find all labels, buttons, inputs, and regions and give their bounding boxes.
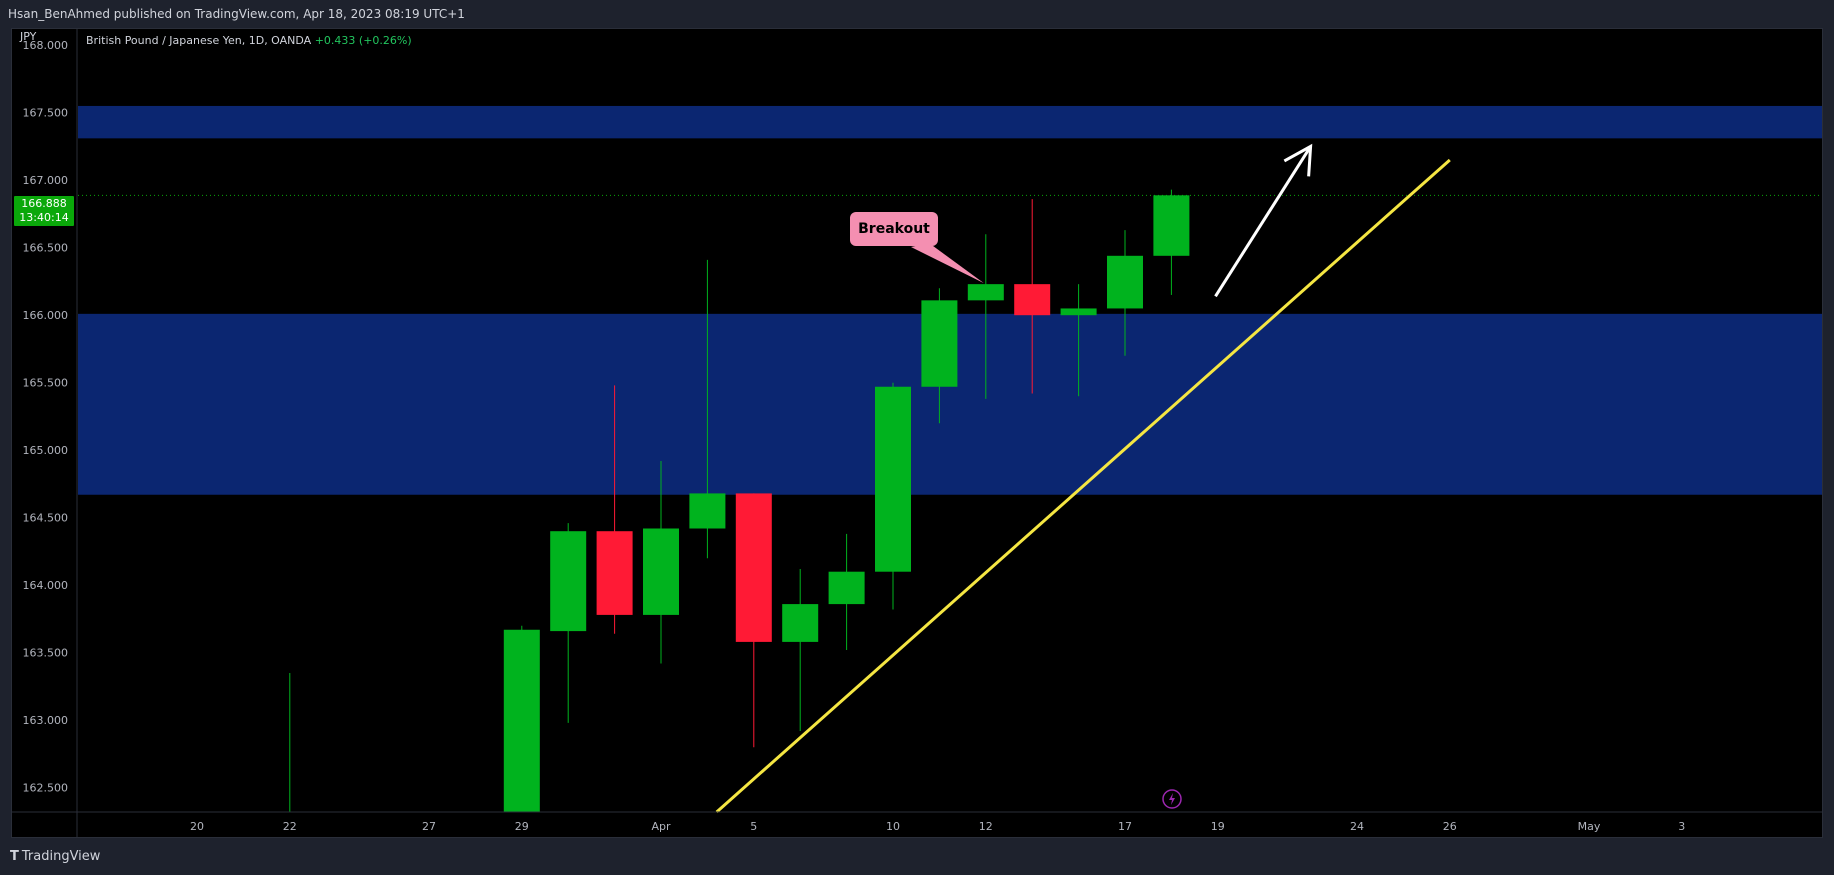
- drawings-layer: [715, 143, 1451, 814]
- publish-info: Hsan_BenAhmed published on TradingView.c…: [8, 7, 465, 21]
- x-tick-label: Apr: [651, 820, 671, 833]
- current-price-badge: 166.888 13:40:14: [14, 196, 74, 226]
- tradingview-brand: TradingView: [21, 849, 101, 864]
- y-axis: 168.000 167.500 167.000 166.500 166.000 165.5…: [23, 39, 69, 795]
- x-tick-label: 29: [515, 820, 529, 833]
- y-tick-label: 165.500: [23, 377, 69, 390]
- x-tick-label: 17: [1118, 820, 1132, 833]
- currency-label: JPY: [20, 30, 37, 43]
- candle-body: [1014, 284, 1051, 316]
- candle-body: [503, 629, 540, 812]
- footer: 𝗧 TradingView: [0, 838, 1834, 875]
- arrow-shaft: [1214, 145, 1312, 298]
- candle-body: [782, 604, 819, 642]
- candle-body: [875, 386, 911, 572]
- x-tick-label: 20: [190, 820, 204, 833]
- y-tick-label: 166.500: [23, 242, 69, 255]
- candle-body: [643, 528, 679, 615]
- y-tick-label: 165.000: [23, 444, 69, 457]
- breakout-callout[interactable]: Breakout: [850, 212, 938, 246]
- y-tick-label: 164.000: [23, 579, 69, 592]
- y-tick-label: 166.000: [23, 309, 69, 322]
- candle-body: [1060, 308, 1097, 316]
- candle: [643, 461, 679, 664]
- y-tick-label: 163.000: [23, 714, 69, 727]
- bar-countdown: 13:40:14: [19, 211, 69, 224]
- zones-layer: [78, 105, 1822, 495]
- zone-0: [78, 105, 1822, 139]
- candle-body: [689, 493, 726, 529]
- trendline: [715, 158, 1451, 814]
- y-tick-label: 163.500: [23, 647, 69, 660]
- callout-pointer: [911, 243, 984, 284]
- y-tick-label: 167.000: [23, 174, 69, 187]
- candle-body: [1107, 255, 1143, 309]
- x-tick-label: 12: [979, 820, 993, 833]
- candle: [550, 523, 587, 723]
- candle: [967, 234, 1004, 399]
- candle-body: [921, 300, 958, 387]
- candle: [1153, 189, 1190, 295]
- y-tick-label: 167.500: [23, 107, 69, 120]
- x-tick-label: 5: [750, 820, 757, 833]
- candle: [503, 625, 540, 812]
- candle: [875, 382, 911, 610]
- price-chart[interactable]: 168.000 167.500 167.000 166.500 166.000 165.5…: [12, 29, 1822, 837]
- candle: [689, 259, 726, 559]
- candle-body: [596, 531, 633, 615]
- arrow-head: [1283, 143, 1313, 177]
- candle: [1014, 199, 1051, 394]
- x-tick-label: 26: [1443, 820, 1457, 833]
- x-tick-label: 3: [1678, 820, 1685, 833]
- price-change: +0.433 (+0.26%): [314, 34, 412, 47]
- x-tick-label: 24: [1350, 820, 1364, 833]
- x-tick-label: 19: [1211, 820, 1225, 833]
- current-price-value: 166.888: [21, 197, 67, 210]
- candle: [596, 385, 633, 634]
- y-tick-label: 162.500: [23, 782, 69, 795]
- candle-body: [967, 284, 1004, 301]
- x-tick-label: May: [1578, 820, 1601, 833]
- chart-frame[interactable]: 168.000 167.500 167.000 166.500 166.000 165.5…: [11, 28, 1823, 838]
- candles-layer: [289, 189, 1190, 812]
- lightning-icon: [1162, 789, 1182, 809]
- candle: [735, 493, 772, 748]
- candle-body: [550, 531, 587, 632]
- y-tick-label: 164.500: [23, 512, 69, 525]
- symbol-name: British Pound / Japanese Yen, 1D, OANDA: [86, 34, 312, 47]
- candle: [828, 533, 865, 650]
- tradingview-logo[interactable]: 𝗧 TradingView: [10, 849, 100, 864]
- tradingview-logo-icon: 𝗧: [10, 849, 19, 864]
- candle: [1107, 230, 1143, 356]
- candle-body: [1153, 195, 1190, 256]
- candle: [921, 288, 958, 424]
- x-tick-label: 22: [283, 820, 297, 833]
- y-tick-label: 168.000: [23, 39, 69, 52]
- symbol-legend: British Pound / Japanese Yen, 1D, OANDA …: [86, 34, 412, 47]
- x-tick-label: 10: [886, 820, 900, 833]
- candle: [1060, 284, 1097, 397]
- x-axis: 20 22 27 29 Apr 5 10 12 17 19 24 26 May 3: [190, 820, 1685, 833]
- candle-body: [828, 571, 865, 605]
- x-tick-label: 27: [422, 820, 436, 833]
- candle-body: [735, 493, 772, 642]
- candle: [782, 569, 819, 731]
